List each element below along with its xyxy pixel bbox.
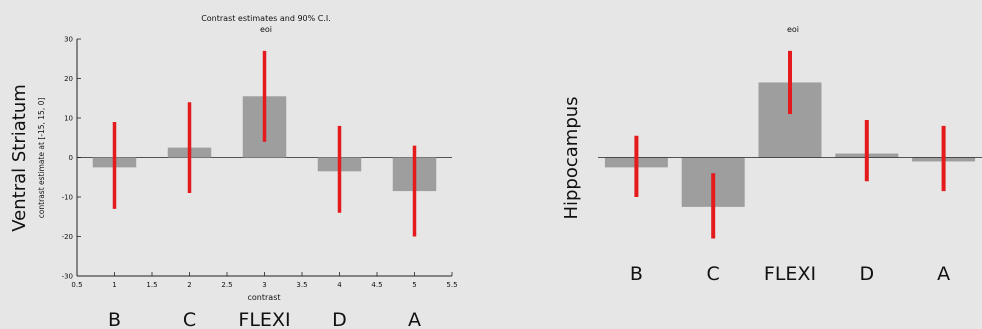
category-label-b: B: [108, 309, 121, 329]
hippocampus-chart: eoi Hippocampus B C FLEXI D A: [561, 25, 982, 285]
x-tick-label: 1: [112, 281, 116, 289]
y-tick-label: -10: [62, 194, 73, 202]
y-tick-label: 0: [69, 154, 73, 162]
region-label-ventral-striatum: Ventral Striatum: [9, 84, 30, 232]
y-tick-label: -20: [62, 233, 73, 241]
x-tick-labels: 0.5 1 1.5 2 2.5 3 3.5 4 4.5 5 5.5: [71, 272, 458, 289]
x-axis-label: contrast: [248, 293, 281, 302]
x-tick-label: 4: [337, 281, 342, 289]
ci-group-right: [634, 50, 946, 239]
x-tick-label: 5.5: [446, 281, 457, 289]
x-tick-label: 3: [262, 281, 266, 289]
category-label-flexi: FLEXI: [764, 263, 816, 285]
chart-title: Contrast estimates and 90% C.I.: [201, 14, 331, 23]
x-tick-label: 2.5: [221, 281, 232, 289]
x-tick-label: 3.5: [296, 281, 307, 289]
category-label-a: A: [408, 309, 421, 329]
category-label-d: D: [332, 309, 347, 329]
y-axis-label: contrast estimate at [-15, 15, 0]: [37, 98, 46, 219]
y-tick-label: -30: [62, 273, 73, 281]
category-label-a: A: [937, 263, 950, 285]
x-tick-label: 0.5: [71, 281, 82, 289]
y-tick-label: 20: [64, 75, 73, 83]
x-tick-label: 5: [412, 281, 416, 289]
x-tick-label: 1.5: [146, 281, 157, 289]
category-label-flexi: FLEXI: [238, 309, 290, 329]
ventral-striatum-chart: Contrast estimates and 90% C.I. eoi Vent…: [9, 14, 458, 329]
category-label-d: D: [859, 263, 874, 285]
chart-subtitle: eoi: [260, 25, 272, 34]
ci-group: [112, 50, 417, 237]
category-label-b: B: [630, 263, 643, 285]
x-tick-label: 2: [187, 281, 191, 289]
x-tick-label: 4.5: [371, 281, 382, 289]
y-tick-label: 10: [64, 115, 73, 123]
category-labels: B C FLEXI D A: [108, 309, 421, 329]
category-label-c: C: [707, 263, 720, 285]
region-label-hippocampus: Hippocampus: [561, 96, 582, 219]
category-label-c: C: [183, 309, 196, 329]
chart-subtitle-right: eoi: [787, 25, 799, 34]
y-tick-labels: 30 20 10 0 -10 -20 -30: [62, 36, 81, 281]
category-labels-right: B C FLEXI D A: [630, 263, 950, 285]
y-tick-label: 30: [64, 36, 73, 44]
